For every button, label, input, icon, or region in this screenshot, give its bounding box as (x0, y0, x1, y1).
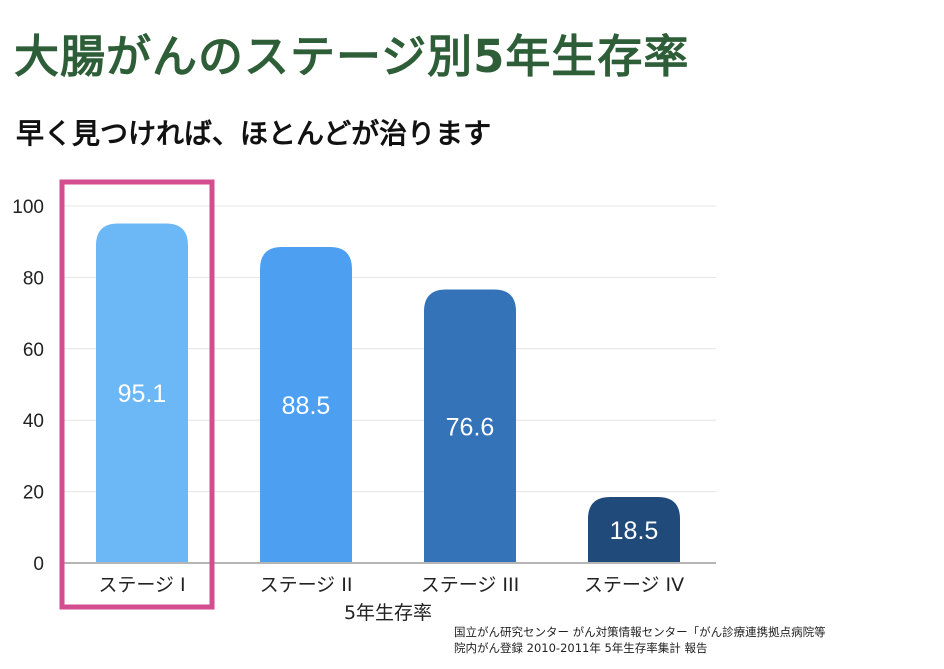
y-tick-label: 100 (12, 197, 44, 218)
x-tick-label: ステージ II (260, 574, 353, 596)
y-tick-label: 0 (33, 554, 44, 575)
bar (424, 289, 516, 563)
source-note: 国立がん研究センター がん対策情報センター「がん診療連携拠点病院等 院内がん登録… (454, 624, 826, 656)
y-tick-label: 20 (23, 483, 44, 504)
bar (588, 496, 680, 563)
x-tick-label: ステージ I (98, 574, 185, 596)
data-label: 18.5 (610, 517, 659, 545)
data-label: 95.1 (118, 380, 167, 408)
x-axis-title: 5年生存率 (344, 602, 432, 624)
x-tick-label: ステージ III (421, 574, 519, 596)
bar (260, 247, 352, 563)
data-label: 88.5 (282, 392, 331, 420)
data-label: 76.6 (446, 413, 495, 441)
source-line-1: 国立がん研究センター がん対策情報センター「がん診療連携拠点病院等 (454, 625, 826, 639)
page-title: 大腸がんのステージ別5年生存率 (14, 30, 690, 83)
highlight-frame (59, 179, 215, 610)
x-tick-label: ステージ IV (584, 574, 684, 596)
page-subtitle: 早く見つければ、ほとんどが治ります (16, 117, 492, 150)
bar (96, 223, 188, 564)
y-tick-label: 60 (23, 340, 44, 361)
y-tick-label: 40 (23, 411, 44, 432)
y-tick-label: 80 (23, 268, 44, 289)
source-line-2: 院内がん登録 2010-2011年 5年生存率集計 報告 (454, 641, 708, 655)
